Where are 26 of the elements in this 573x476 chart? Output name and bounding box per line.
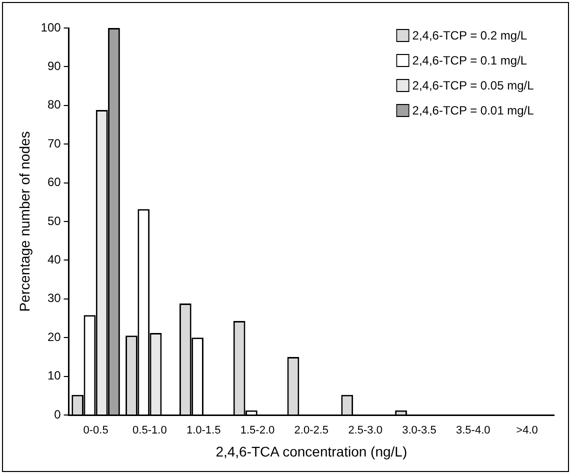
x-tick-label: 3.0-3.5 — [402, 424, 436, 437]
y-tick-label: 100 — [40, 20, 62, 34]
x-tick-label: 2.5-3.0 — [348, 424, 382, 437]
legend-label: 2,4,6-TCP = 0.2 mg/L — [412, 28, 528, 42]
y-tick-label: 50 — [47, 214, 62, 228]
x-tick-label: 0-0.5 — [83, 424, 108, 437]
x-tick-label: >4.0 — [516, 424, 538, 437]
y-tick-label: 90 — [47, 59, 62, 74]
legend-label: 2,4,6-TCP = 0.1 mg/L — [412, 53, 528, 68]
x-tick-label: 0.5-1.0 — [132, 424, 167, 437]
y-tick-label: 40 — [47, 252, 62, 267]
y-tick-label: 70 — [47, 136, 62, 150]
x-tick-label: 1.0-1.5 — [186, 424, 221, 437]
y-tick-label: 80 — [47, 98, 62, 112]
x-tick-label: 1.5-2.0 — [240, 424, 275, 437]
y-tick-label: 60 — [47, 175, 62, 190]
x-tick-label: 3.5-4.0 — [456, 424, 490, 437]
y-tick-label: 30 — [47, 291, 62, 306]
x-axis-title: 2,4,6-TCA concentration (ng/L) — [216, 443, 408, 460]
y-tick-label: 0 — [54, 407, 62, 422]
y-tick-label: 20 — [47, 330, 62, 344]
legend-label: 2,4,6-TCP = 0.05 mg/L — [412, 78, 534, 92]
y-axis-title: Percentage number of nodes — [16, 131, 32, 312]
legend-label: 2,4,6-TCP = 0.01 mg/L — [412, 103, 534, 118]
y-tick-label: 10 — [47, 368, 62, 383]
x-tick-label: 2.0-2.5 — [294, 424, 329, 437]
